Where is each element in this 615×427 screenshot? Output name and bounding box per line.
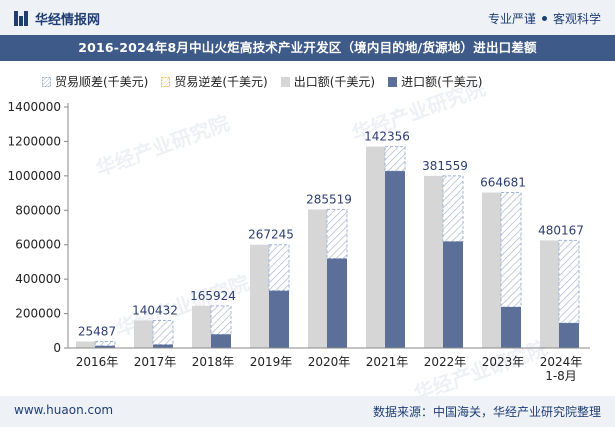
x-tick-label-line: 2018年 [192,355,235,369]
data-label: 285519 [306,192,352,206]
top-banner: 华经情报网 专业严谨 客观科学 [0,0,615,35]
title-bar: 2016-2024年8月中山火炬高技术产业开发区（境内目的地/货源地）进出口差额 [0,35,615,61]
import-bar [443,241,463,348]
slogan-tag-2: 客观科学 [552,12,601,26]
x-tick-label-line: 2016年 [76,355,119,369]
bars [76,146,580,348]
x-tick-label: 2020年 [308,355,351,369]
x-tick-label-line: 2021年 [366,355,409,369]
legend-item-export[interactable]: 出口额(千美元) [280,73,376,90]
surplus-bar [152,319,174,346]
y-tick-label: 600000 [15,238,61,252]
chart-plot-area: 0 200000 400000 600000 800000 1000000 1200000 1… [8,100,590,383]
x-tick-label-line: 2024年 [540,355,583,369]
x-tick-label-line: 2023年 [482,355,525,369]
x-tick-label: 2021年 [366,355,409,369]
deficit-swatch-icon [161,76,171,87]
y-axis: 0 200000 400000 600000 800000 1000000 1200000 1… [8,100,69,355]
legend-label-surplus: 贸易顺差(千美元) [55,75,149,89]
x-tick-label: 2017年 [134,355,177,369]
data-label: 664681 [480,176,526,190]
import-bar [153,344,173,348]
slogan-tag-1: 专业严谨 [487,12,536,26]
legend-item-import[interactable]: 进口额(千美元) [388,73,483,90]
import-bar [385,171,405,348]
x-axis: 2016年 2017年 2018年 2019年 2020年 2021年 2022年 2023年… [68,347,590,383]
surplus-swatch-icon [42,76,51,87]
x-tick-label: 2019年 [250,355,293,369]
separator-dot-icon [541,16,547,21]
import-bar [501,306,521,348]
data-labels: 25487 140432 165924 267245 285519 142356 38155… [78,130,584,339]
x-tick-label-line: 1-8月 [545,369,577,383]
legend-label-deficit: 贸易逆差(千美元) [174,75,268,89]
data-label: 480167 [538,223,584,237]
data-label: 25487 [78,324,116,338]
y-tick-label: 200000 [15,307,61,321]
x-tick-label: 2024年 1-8月 [540,355,583,383]
x-tick-label: 2018年 [192,355,235,369]
surplus-bar [326,208,348,260]
data-label: 142356 [364,130,410,144]
chart-title: 2016-2024年8月中山火炬高技术产业开发区（境内目的地/货源地）进出口差额 [78,40,537,55]
import-bar [269,290,289,348]
data-label: 267245 [248,228,294,242]
surplus-bar [500,192,522,308]
legend-label-export: 出口额(千美元) [293,75,376,89]
y-tick-label: 1200000 [8,134,61,148]
import-bar [95,345,115,348]
surplus-bar [442,175,464,243]
footer-url[interactable]: www.huaon.com [14,403,114,417]
legend-item-surplus[interactable]: 贸易顺差(千美元) [42,73,148,90]
y-tick-label: 400000 [15,272,61,286]
x-tick-label: 2016年 [76,355,119,369]
import-bar [559,323,579,348]
surplus-bar [94,340,116,347]
surplus-bar [210,305,232,335]
export-bar [76,341,102,348]
slogan: 专业严谨 客观科学 [488,10,601,27]
brand[interactable]: 华经情报网 [14,9,100,28]
import-bar [327,258,347,348]
x-tick-label: 2022年 [424,355,467,369]
import-bar [211,334,231,348]
y-tick-label: 1400000 [8,100,61,114]
data-label: 381559 [422,159,468,173]
y-tick-label: 800000 [15,203,61,217]
legend-item-deficit[interactable]: 贸易逆差(千美元) [161,73,268,90]
data-label: 165924 [190,289,236,303]
surplus-bar [384,146,406,172]
surplus-bar [268,244,290,292]
x-tick-label-line: 2022年 [424,355,467,369]
export-swatch-icon [280,76,290,87]
footer-source: 数据来源：中国海关，华经产业研究院整理 [372,405,601,419]
footer: www.huaon.com 数据来源：中国海关，华经产业研究院整理 [0,396,615,427]
y-tick-label: 0 [53,341,61,355]
x-tick-label-line: 2017年 [134,355,177,369]
x-tick-label-line: 2020年 [308,355,351,369]
surplus-bar [558,239,580,324]
y-tick-label: 1000000 [8,169,61,183]
import-swatch-icon [388,76,398,87]
x-tick-label: 2023年 [482,355,525,369]
brand-logo-icon [14,11,29,26]
legend-label-import: 进口额(千美元) [401,75,483,89]
data-label: 140432 [132,303,178,317]
legend: 贸易顺差(千美元) 贸易逆差(千美元) 出口额(千美元) 进口额(千美元) [42,73,496,90]
brand-name: 华经情报网 [35,13,101,28]
x-tick-label-line: 2019年 [250,355,293,369]
